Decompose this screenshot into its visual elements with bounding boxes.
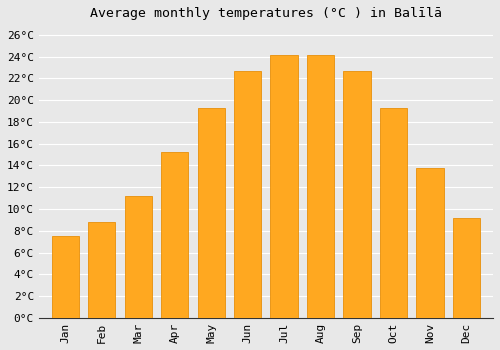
Bar (234, 71, 262, 318)
Bar (88, 222, 116, 318)
Bar (270, 55, 298, 318)
Bar (380, 108, 407, 318)
Bar (344, 71, 371, 318)
Bar (52, 236, 79, 318)
Bar (307, 55, 334, 318)
Bar (453, 218, 480, 318)
Bar (198, 108, 225, 318)
Title: Average monthly temperatures (°C ) in Balīlā: Average monthly temperatures (°C ) in Ba… (90, 7, 442, 20)
Bar (416, 168, 444, 318)
Bar (124, 196, 152, 318)
Bar (161, 152, 188, 318)
